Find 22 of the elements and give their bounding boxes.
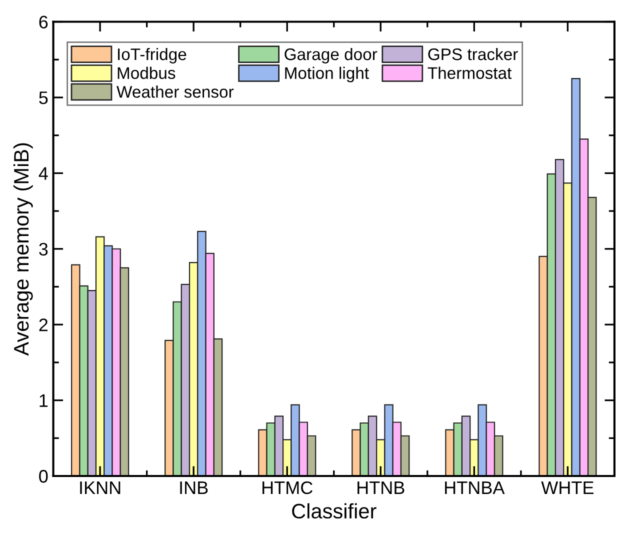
x-tick-label: HTNB	[358, 482, 404, 494]
x-tick-label: INB	[180, 482, 208, 494]
y-tick-label: 4	[38, 167, 48, 180]
legend-label: Garage door	[284, 48, 378, 64]
y-tick-label: 0	[39, 470, 48, 483]
legend-label: Modbus	[118, 66, 176, 79]
x-tick-label: HTNBA	[445, 482, 505, 494]
y-tick-label: 3	[39, 242, 48, 256]
x-axis-title: Classifier	[292, 503, 376, 519]
y-tick-label: 2	[39, 318, 48, 332]
legend-label: Weather sensor	[116, 86, 234, 98]
y-axis-title: Average memory (MiB)	[13, 143, 33, 356]
y-tick-label: 5	[39, 92, 48, 104]
y-tick-label: 6	[39, 16, 48, 28]
x-tick-label: HTMC	[262, 481, 312, 494]
x-tick-label: WHTE	[541, 482, 594, 494]
x-tick-label: IKNN	[80, 482, 120, 494]
legend-label: GPS tracker	[428, 48, 518, 60]
legend-label: Motion light	[285, 66, 369, 82]
legend-label: IoT-fridge	[118, 48, 186, 64]
y-tick-label: 1	[40, 394, 48, 407]
legend-label: Thermostat	[428, 66, 512, 79]
